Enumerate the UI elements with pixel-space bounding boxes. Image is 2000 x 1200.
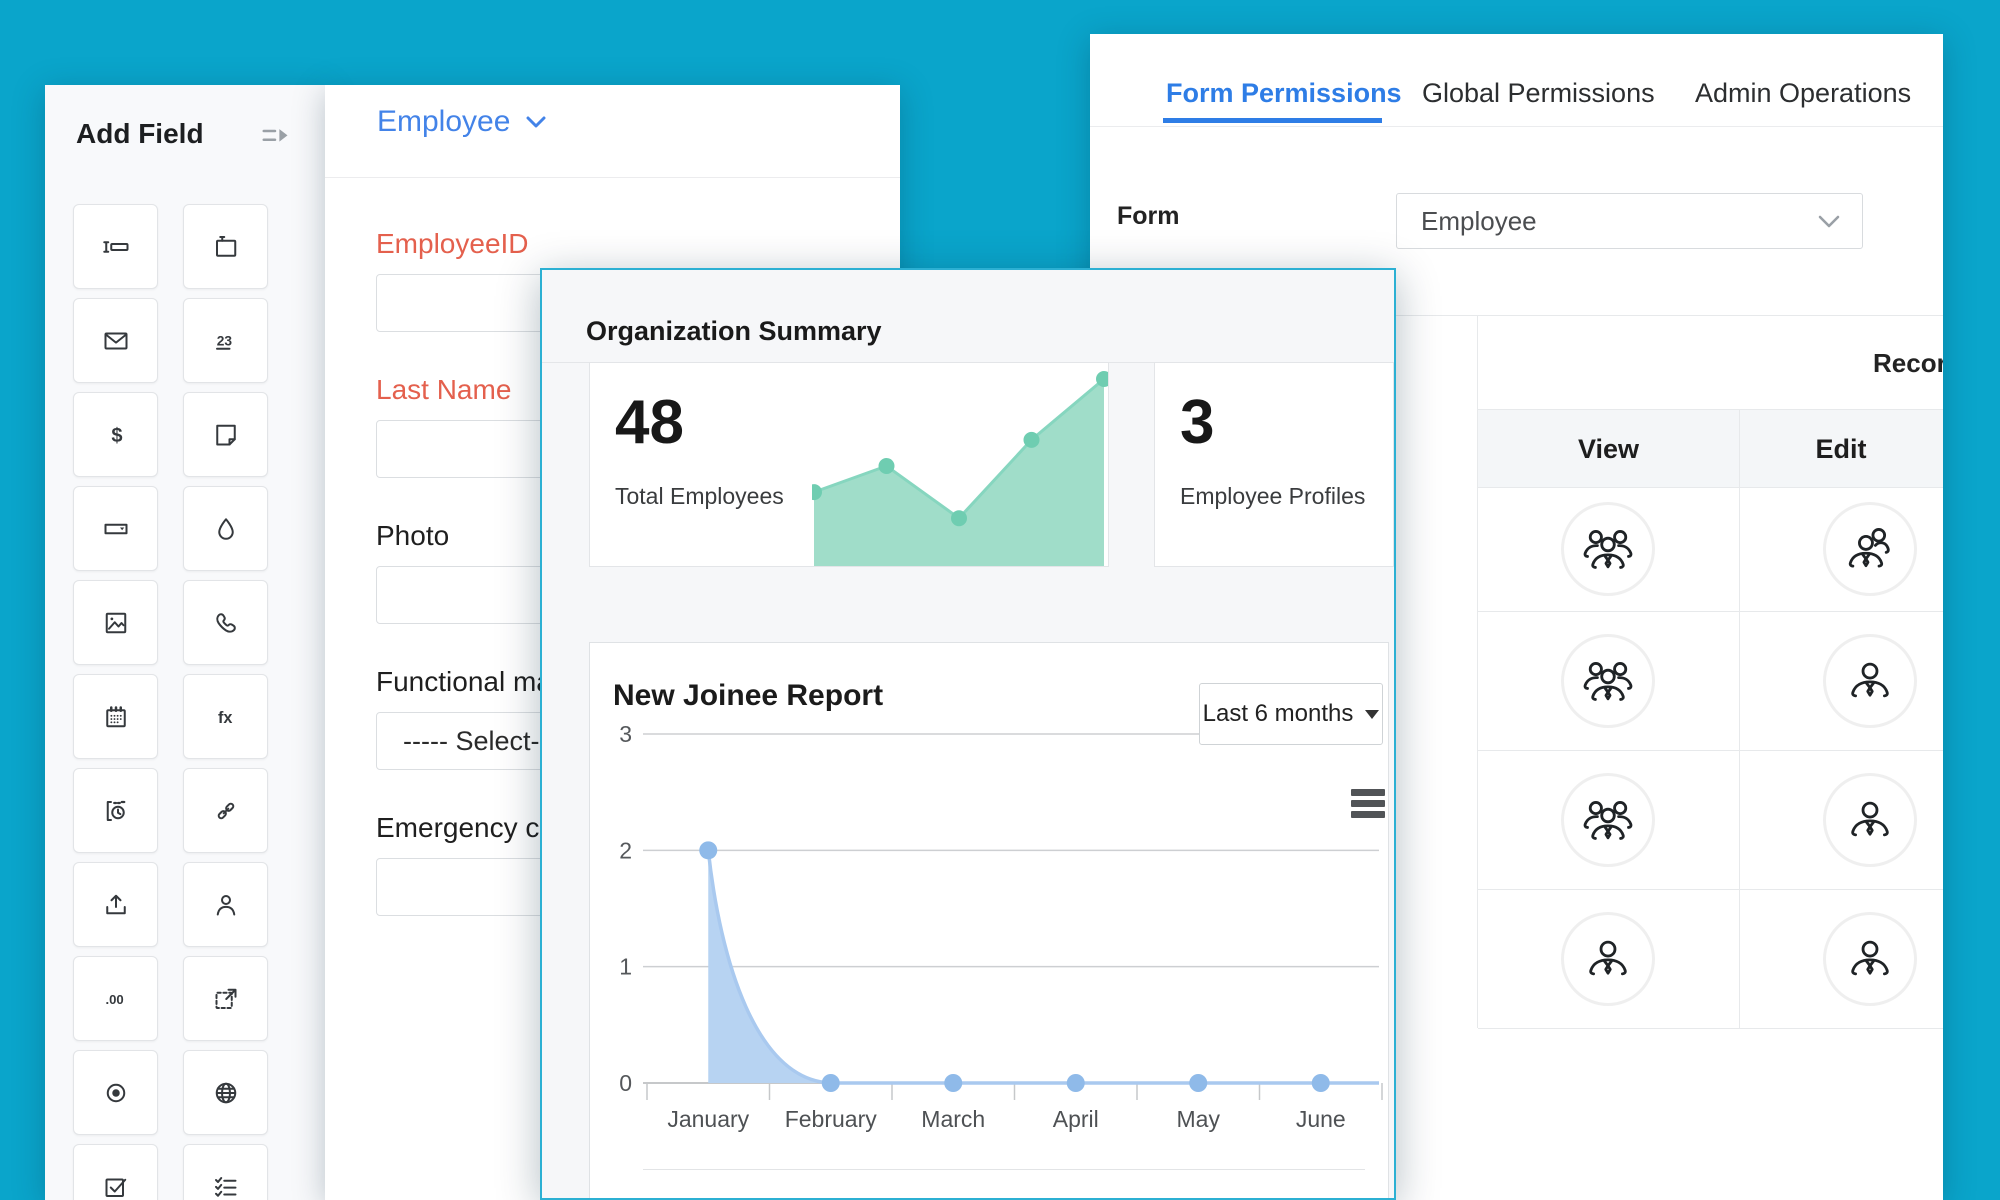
total-employees-value: 48 [615, 388, 684, 457]
note-icon[interactable] [183, 392, 268, 477]
view-permission-group-3-icon[interactable] [1561, 772, 1655, 867]
svg-text:23: 23 [216, 333, 232, 348]
svg-text:June: June [1296, 1106, 1346, 1132]
globe-icon[interactable] [183, 1050, 268, 1135]
person-icon[interactable] [183, 862, 268, 947]
column-header-view: View [1577, 434, 1640, 464]
field-label: Photo [376, 520, 450, 551]
view-permission-person-1-icon[interactable] [1561, 911, 1655, 1006]
svg-text:May: May [1177, 1106, 1221, 1132]
report-title: New Joinee Report [613, 679, 884, 712]
form-title-dropdown[interactable]: Employee [377, 105, 546, 139]
chevron-down-icon [1818, 215, 1840, 227]
caret-down-icon [1365, 709, 1380, 719]
svg-text:February: February [785, 1106, 878, 1132]
date-range-label: Last 6 months [1202, 700, 1354, 727]
total-employees-card: 48 Total Employees [589, 362, 1109, 567]
tab-admin-operations[interactable]: Admin Operations [1695, 78, 1912, 108]
select-value: ----- Select--- [403, 726, 558, 756]
svg-text:0: 0 [619, 1070, 632, 1096]
row-divider [1478, 750, 1943, 751]
external-link-icon[interactable] [183, 956, 268, 1041]
active-tab-underline [1163, 118, 1382, 123]
field-label: Emergency co [376, 812, 555, 843]
dashboard-panel: Organization Summary 48 Total Employees … [540, 268, 1396, 1200]
formula-icon[interactable]: fx [183, 674, 268, 759]
svg-text:January: January [667, 1106, 749, 1132]
total-employees-label: Total Employees [615, 483, 784, 509]
edit-permission-person-1-icon[interactable] [1823, 633, 1917, 728]
chevron-down-icon [526, 116, 546, 128]
text-area-icon[interactable] [183, 204, 268, 289]
svg-text:.00: .00 [105, 991, 123, 1006]
decimal-icon[interactable]: .00 [73, 956, 158, 1041]
checklist-icon[interactable] [183, 1144, 268, 1200]
edit-permission-person-1-icon[interactable] [1823, 911, 1917, 1006]
edit-permission-person-1-icon[interactable] [1823, 772, 1917, 867]
email-icon[interactable] [73, 298, 158, 383]
divider [1090, 315, 1943, 316]
form-title-label: Employee [377, 105, 511, 138]
radio-button-icon[interactable] [73, 1050, 158, 1135]
field-label: Last Name [376, 374, 512, 405]
image-icon[interactable] [73, 580, 158, 665]
date-time-icon[interactable] [73, 768, 158, 853]
svg-text:April: April [1053, 1106, 1099, 1132]
hamburger-menu-icon[interactable] [1351, 789, 1385, 822]
view-permission-group-3-icon[interactable] [1561, 502, 1655, 596]
svg-text:2: 2 [619, 837, 632, 863]
tab-global-permissions[interactable]: Global Permissions [1422, 78, 1655, 108]
number-23-icon[interactable]: 23 [183, 298, 268, 383]
field-label: EmployeeID [376, 228, 529, 259]
divider [325, 177, 900, 178]
field-label: Functional ma [376, 666, 552, 697]
new-joinee-report-card: 0 1 2 3 January February March April May June New… [589, 642, 1389, 1198]
row-divider [1478, 611, 1943, 612]
table-header-row: View Edit [1478, 410, 1943, 488]
employee-profiles-label: Employee Profiles [1180, 483, 1366, 509]
svg-text:fx: fx [218, 709, 232, 727]
collapse-panel-icon[interactable] [260, 121, 290, 151]
dropdown-icon[interactable] [73, 486, 158, 571]
text-field-icon[interactable] [73, 204, 158, 289]
svg-text:March: March [921, 1106, 985, 1132]
sidebar-title: Add Field [76, 118, 204, 149]
link-icon[interactable] [183, 768, 268, 853]
phone-icon[interactable] [183, 580, 268, 665]
divider [643, 1169, 1365, 1170]
form-field-label: Form [1117, 202, 1180, 230]
employees-sparkline-chart [812, 371, 1108, 566]
svg-text:$: $ [111, 424, 122, 446]
svg-text:1: 1 [619, 954, 632, 980]
svg-text:3: 3 [619, 721, 632, 747]
calendar-icon[interactable] [73, 674, 158, 759]
currency-icon[interactable]: $ [73, 392, 158, 477]
divider [1090, 126, 1943, 127]
tab-form-permissions[interactable]: Form Permissions [1166, 78, 1402, 108]
divider [1478, 409, 1943, 410]
row-divider [1478, 889, 1943, 890]
row-divider [1478, 1028, 1943, 1029]
table-left-border [1477, 315, 1478, 1028]
employee-profiles-value: 3 [1180, 388, 1215, 457]
records-header: Recor [1873, 348, 1943, 378]
droplet-icon[interactable] [183, 486, 268, 571]
view-permission-group-3-icon[interactable] [1561, 633, 1655, 728]
form-select-value: Employee [1421, 205, 1537, 236]
employee-profiles-card: 3 Employee Profiles [1154, 362, 1394, 567]
date-range-button[interactable]: Last 6 months [1199, 683, 1383, 745]
add-field-sidebar: Add Field 23 $ fx .00 [45, 85, 325, 1200]
checkbox-icon[interactable] [73, 1144, 158, 1200]
upload-icon[interactable] [73, 862, 158, 947]
dashboard-title: Organization Summary [586, 316, 882, 346]
column-header-edit: Edit [1815, 434, 1867, 464]
column-divider [1739, 410, 1740, 1028]
edit-permission-group-2-icon[interactable] [1823, 502, 1917, 596]
form-select-dropdown[interactable]: Employee [1396, 193, 1863, 249]
new-joinee-line-chart: 0 1 2 3 January February March April May June [619, 721, 1383, 1132]
